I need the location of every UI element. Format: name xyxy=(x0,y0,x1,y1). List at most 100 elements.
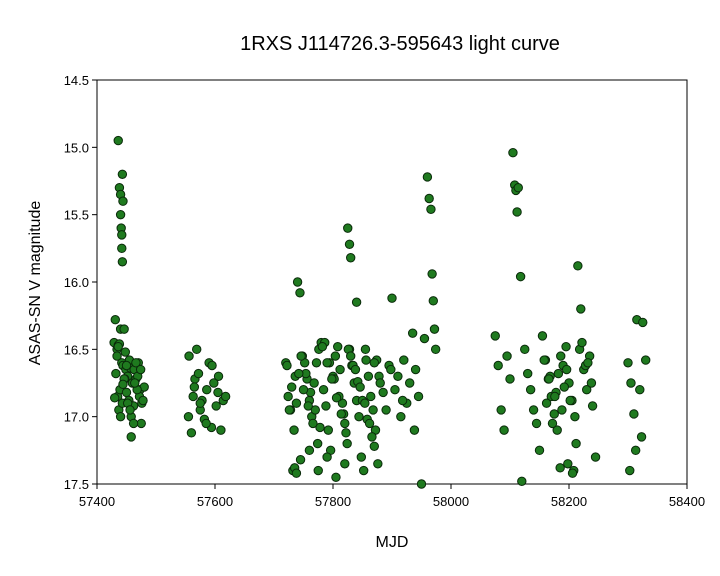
data-point xyxy=(211,401,221,411)
data-point xyxy=(523,368,533,379)
data-point xyxy=(308,418,318,429)
data-point xyxy=(327,374,337,384)
data-point xyxy=(311,358,322,368)
data-point xyxy=(317,341,328,352)
data-point xyxy=(419,333,430,344)
data-point xyxy=(561,341,571,352)
data-point xyxy=(496,405,506,415)
data-point xyxy=(117,230,127,240)
data-point xyxy=(625,465,635,476)
data-point xyxy=(128,418,139,429)
data-point xyxy=(534,445,545,456)
data-point xyxy=(565,395,575,406)
y-tick-label: 14.5 xyxy=(64,73,89,88)
data-point xyxy=(641,355,651,365)
data-point xyxy=(216,425,226,435)
data-point xyxy=(561,364,572,375)
data-point xyxy=(350,364,361,375)
chart-title: 1RXS J114726.3-595643 light curve xyxy=(240,33,560,55)
data-point xyxy=(525,385,536,395)
data-point xyxy=(120,347,131,357)
data-point xyxy=(635,385,645,395)
data-point xyxy=(117,169,128,179)
data-point xyxy=(386,364,396,375)
data-point xyxy=(360,344,371,355)
data-point xyxy=(396,411,406,422)
data-point xyxy=(309,378,319,388)
data-point xyxy=(295,288,305,298)
data-point xyxy=(322,452,332,462)
data-point xyxy=(118,379,128,390)
data-point xyxy=(220,391,231,402)
data-point xyxy=(539,355,549,365)
data-point xyxy=(336,409,346,419)
data-point xyxy=(213,371,224,381)
data-point xyxy=(111,368,121,379)
data-point xyxy=(429,324,440,334)
data-point xyxy=(342,438,352,449)
data-point xyxy=(304,445,315,456)
data-point xyxy=(282,360,292,371)
data-point xyxy=(117,243,127,254)
data-point xyxy=(283,391,293,402)
data-point xyxy=(373,459,383,469)
data-point xyxy=(537,331,548,341)
data-point xyxy=(499,425,509,435)
data-point xyxy=(576,304,586,314)
data-point xyxy=(207,360,217,371)
data-point xyxy=(138,395,148,406)
data-point xyxy=(201,418,211,429)
data-point xyxy=(303,401,313,411)
data-point xyxy=(292,277,303,287)
data-point xyxy=(213,387,223,398)
data-point xyxy=(117,257,128,267)
data-point xyxy=(192,344,202,355)
data-point xyxy=(356,452,367,462)
data-point xyxy=(193,368,204,379)
data-point xyxy=(363,371,374,381)
data-point xyxy=(186,428,197,438)
data-point xyxy=(563,459,573,469)
data-point xyxy=(416,479,427,489)
data-point xyxy=(136,418,146,429)
data-point xyxy=(346,253,356,263)
data-point xyxy=(335,364,345,375)
x-tick-label: 58200 xyxy=(551,494,587,509)
data-point xyxy=(289,425,299,435)
data-point xyxy=(112,351,122,361)
data-point xyxy=(490,331,500,341)
data-point xyxy=(567,468,578,478)
data-point xyxy=(413,391,424,402)
data-point xyxy=(313,465,323,476)
data-point xyxy=(375,378,385,388)
data-point xyxy=(322,358,332,368)
data-point xyxy=(528,405,539,415)
data-point xyxy=(344,239,355,249)
data-point xyxy=(209,378,219,388)
x-axis-ticks: 57400 57600 57800 58000 58200 58400 xyxy=(79,484,705,509)
data-point xyxy=(555,463,565,473)
data-point xyxy=(183,411,194,422)
data-point xyxy=(636,432,647,442)
data-point xyxy=(397,395,408,406)
x-tick-label: 58000 xyxy=(433,494,469,509)
data-point xyxy=(333,341,343,352)
x-axis-label: MJD xyxy=(376,534,409,551)
data-point xyxy=(393,371,403,381)
y-tick-label: 17.0 xyxy=(64,410,89,425)
data-point xyxy=(559,382,569,392)
data-point xyxy=(577,337,587,348)
data-point xyxy=(195,398,205,408)
data-point xyxy=(517,476,527,487)
data-point xyxy=(130,378,140,388)
data-point xyxy=(298,385,309,395)
y-tick-label: 15.0 xyxy=(64,140,89,155)
data-point xyxy=(321,401,331,411)
data-point xyxy=(367,432,377,442)
data-point xyxy=(121,387,132,398)
y-tick-label: 17.5 xyxy=(64,477,89,492)
data-point xyxy=(184,351,194,361)
data-point xyxy=(368,405,378,415)
data-point xyxy=(296,351,306,361)
